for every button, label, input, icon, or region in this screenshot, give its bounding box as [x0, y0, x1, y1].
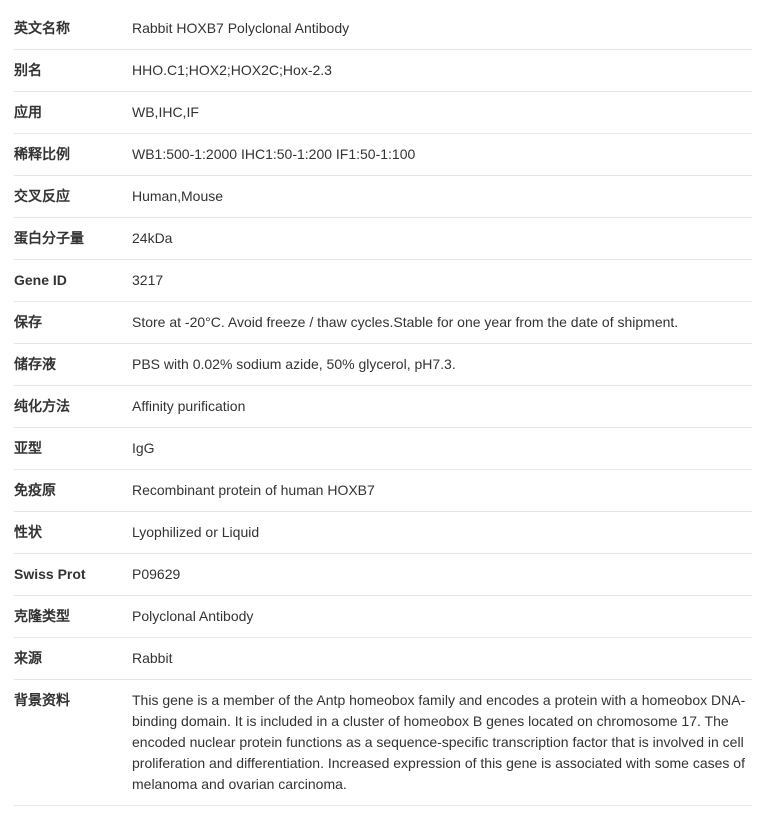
row-value: Lyophilized or Liquid — [132, 512, 752, 554]
row-value: WB,IHC,IF — [132, 92, 752, 134]
row-label: 背景资料 — [14, 680, 132, 806]
row-label: 别名 — [14, 50, 132, 92]
table-row: 亚型 IgG — [14, 428, 752, 470]
row-label: 英文名称 — [14, 8, 132, 50]
row-value: PBS with 0.02% sodium azide, 50% glycero… — [132, 344, 752, 386]
row-label: 性状 — [14, 512, 132, 554]
row-value: Recombinant protein of human HOXB7 — [132, 470, 752, 512]
row-label: 来源 — [14, 638, 132, 680]
row-value: Store at -20°C. Avoid freeze / thaw cycl… — [132, 302, 752, 344]
row-value: WB1:500-1:2000 IHC1:50-1:200 IF1:50-1:10… — [132, 134, 752, 176]
table-row: 交叉反应 Human,Mouse — [14, 176, 752, 218]
row-value: This gene is a member of the Antp homeob… — [132, 680, 752, 806]
table-row: 保存 Store at -20°C. Avoid freeze / thaw c… — [14, 302, 752, 344]
row-label: 应用 — [14, 92, 132, 134]
row-label: Gene ID — [14, 260, 132, 302]
spec-table-body: 英文名称 Rabbit HOXB7 Polyclonal Antibody 别名… — [14, 8, 752, 806]
table-row: 应用 WB,IHC,IF — [14, 92, 752, 134]
row-value: HHO.C1;HOX2;HOX2C;Hox-2.3 — [132, 50, 752, 92]
spec-table: 英文名称 Rabbit HOXB7 Polyclonal Antibody 别名… — [14, 8, 752, 806]
row-label: 亚型 — [14, 428, 132, 470]
row-value: Polyclonal Antibody — [132, 596, 752, 638]
table-row: 储存液 PBS with 0.02% sodium azide, 50% gly… — [14, 344, 752, 386]
row-label: 保存 — [14, 302, 132, 344]
table-row: 稀释比例 WB1:500-1:2000 IHC1:50-1:200 IF1:50… — [14, 134, 752, 176]
row-value: Rabbit HOXB7 Polyclonal Antibody — [132, 8, 752, 50]
row-value: Rabbit — [132, 638, 752, 680]
row-label: 免疫原 — [14, 470, 132, 512]
row-label: 稀释比例 — [14, 134, 132, 176]
table-row: 来源 Rabbit — [14, 638, 752, 680]
row-label: 储存液 — [14, 344, 132, 386]
row-value: P09629 — [132, 554, 752, 596]
table-row: 免疫原 Recombinant protein of human HOXB7 — [14, 470, 752, 512]
table-row: 克隆类型 Polyclonal Antibody — [14, 596, 752, 638]
row-label: Swiss Prot — [14, 554, 132, 596]
table-row: 别名 HHO.C1;HOX2;HOX2C;Hox-2.3 — [14, 50, 752, 92]
row-value: Human,Mouse — [132, 176, 752, 218]
table-row: 性状 Lyophilized or Liquid — [14, 512, 752, 554]
row-value: 24kDa — [132, 218, 752, 260]
row-value: 3217 — [132, 260, 752, 302]
row-value: Affinity purification — [132, 386, 752, 428]
table-row: 背景资料 This gene is a member of the Antp h… — [14, 680, 752, 806]
table-row: 纯化方法 Affinity purification — [14, 386, 752, 428]
table-row: Swiss Prot P09629 — [14, 554, 752, 596]
table-row: 英文名称 Rabbit HOXB7 Polyclonal Antibody — [14, 8, 752, 50]
row-value: IgG — [132, 428, 752, 470]
row-label: 克隆类型 — [14, 596, 132, 638]
row-label: 纯化方法 — [14, 386, 132, 428]
table-row: 蛋白分子量 24kDa — [14, 218, 752, 260]
row-label: 蛋白分子量 — [14, 218, 132, 260]
row-label: 交叉反应 — [14, 176, 132, 218]
table-row: Gene ID 3217 — [14, 260, 752, 302]
